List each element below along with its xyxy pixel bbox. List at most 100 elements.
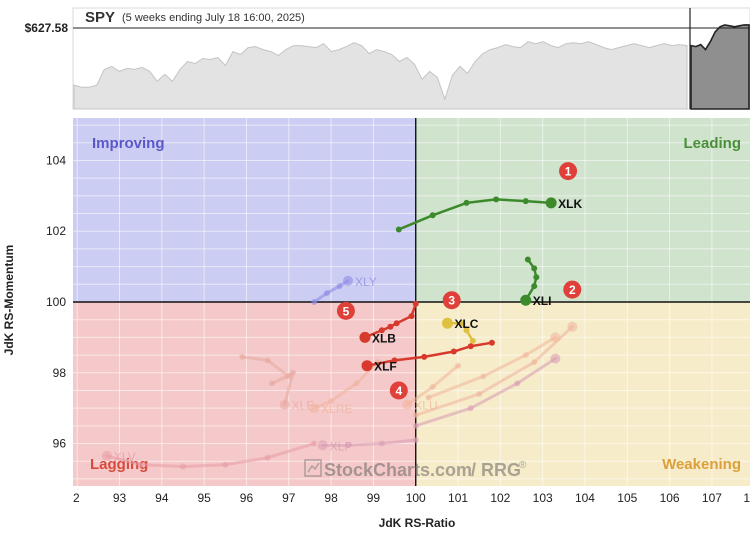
tail-point[interactable]: [421, 353, 428, 360]
tail-line: [365, 341, 494, 367]
tail-point[interactable]: [378, 327, 385, 334]
quadrant-weakening: [415, 302, 750, 486]
tail-point[interactable]: [328, 398, 335, 405]
tail-line: [240, 355, 295, 407]
tail-point[interactable]: [408, 313, 415, 320]
tail-point[interactable]: [264, 357, 271, 364]
tail-point[interactable]: [531, 359, 538, 366]
tail-point[interactable]: [311, 440, 318, 447]
tail-unlabeled: [412, 321, 578, 419]
x-tick-label: 105: [617, 491, 637, 505]
tail-xlf: XLF: [361, 339, 495, 374]
x-tick-label: 93: [113, 491, 127, 505]
tail-point[interactable]: [239, 353, 246, 360]
tail-point[interactable]: [222, 461, 229, 468]
tail-point[interactable]: [180, 463, 187, 470]
tail-point[interactable]: [425, 394, 432, 401]
tail-line: [446, 321, 475, 343]
tail-point[interactable]: [393, 320, 400, 327]
tail-point[interactable]: [290, 369, 297, 376]
head-point[interactable]: [279, 399, 290, 410]
tail-point[interactable]: [336, 283, 343, 290]
tail-point[interactable]: [463, 327, 470, 334]
head-point[interactable]: [317, 440, 328, 451]
y-axis-ticks: 96 98 100 102 104: [46, 153, 66, 450]
head-point[interactable]: [520, 294, 532, 306]
head-point[interactable]: [359, 331, 371, 343]
tail-point[interactable]: [463, 199, 470, 206]
tail-point[interactable]: [412, 437, 419, 443]
tail-point[interactable]: [467, 343, 474, 350]
tail-point[interactable]: [412, 422, 419, 429]
tail-point[interactable]: [476, 391, 483, 397]
tail-point[interactable]: [455, 362, 462, 369]
head-point[interactable]: [101, 450, 112, 461]
head-point[interactable]: [567, 321, 578, 332]
tail-point[interactable]: [531, 265, 538, 272]
tail-point[interactable]: [514, 380, 521, 387]
tail-point[interactable]: [480, 373, 487, 380]
tail-point[interactable]: [387, 323, 394, 330]
head-point[interactable]: [343, 275, 354, 286]
head-point[interactable]: [309, 403, 320, 414]
marker-number: 2: [569, 283, 576, 297]
tail-point[interactable]: [533, 274, 540, 281]
tail-xlc: XLC: [441, 317, 479, 344]
tail-point[interactable]: [268, 380, 275, 387]
tail-xlv: XLV: [101, 440, 318, 470]
tail-point[interactable]: [311, 299, 318, 305]
tail-point[interactable]: [345, 442, 352, 449]
marker-1: 1: [559, 162, 578, 181]
x-tick-label: 107: [702, 491, 722, 505]
head-point[interactable]: [441, 317, 453, 329]
marker-number: 3: [448, 294, 455, 308]
tail-line: [414, 357, 557, 428]
marker-4: 4: [389, 381, 408, 400]
x-tick-label: 104: [575, 491, 595, 505]
tail-point[interactable]: [531, 283, 538, 290]
tail-point[interactable]: [395, 226, 402, 233]
tail-point[interactable]: [488, 339, 495, 346]
tail-point[interactable]: [522, 198, 529, 205]
quadrant-backgrounds: [73, 118, 750, 486]
tail-point[interactable]: [285, 373, 292, 380]
x-axis-ticks: 2 93 94 95 96 97 98 99 100 101 102 103 104 105 106 107 1: [73, 491, 750, 505]
tail-point[interactable]: [493, 196, 500, 203]
tail-unlabeled: [425, 332, 561, 401]
tail-point[interactable]: [353, 380, 360, 387]
tail-point[interactable]: [323, 290, 330, 297]
head-point[interactable]: [402, 399, 413, 410]
number-markers: 1 2 3 4 5: [336, 162, 582, 400]
tail-point[interactable]: [524, 256, 531, 263]
tail-point[interactable]: [429, 383, 436, 390]
tail-point[interactable]: [391, 357, 398, 364]
tail-point[interactable]: [469, 337, 476, 344]
tail-xli: XLI: [520, 256, 551, 308]
x-tick-label: 94: [155, 491, 169, 505]
symbol-label: SPY: [85, 9, 115, 26]
tail-point[interactable]: [467, 405, 474, 412]
tail-point[interactable]: [450, 348, 457, 355]
head-point[interactable]: [550, 353, 561, 364]
tail-point[interactable]: [522, 352, 529, 359]
tail-label: XLY: [355, 275, 377, 289]
head-point[interactable]: [545, 197, 557, 209]
tail-point[interactable]: [412, 300, 419, 307]
head-point[interactable]: [361, 360, 373, 372]
head-point[interactable]: [550, 332, 561, 343]
marker-number: 5: [343, 304, 350, 318]
marker-circle: [442, 291, 461, 310]
tail-point[interactable]: [264, 454, 271, 461]
x-tick-label: 103: [533, 491, 553, 505]
x-tick-label: 102: [490, 491, 510, 505]
spy-price-panel: SPY (5 weeks ending July 18 16:00, 2025)…: [25, 7, 750, 110]
tail-point[interactable]: [412, 412, 419, 419]
tail-point[interactable]: [459, 320, 466, 327]
marker-number: 1: [565, 165, 572, 179]
tail-label: XLC: [454, 317, 478, 331]
marker-circle: [563, 280, 582, 299]
tail-point[interactable]: [378, 440, 385, 447]
tail-point[interactable]: [429, 212, 436, 219]
tail-point[interactable]: [137, 461, 144, 468]
x-tick-label: 101: [448, 491, 468, 505]
